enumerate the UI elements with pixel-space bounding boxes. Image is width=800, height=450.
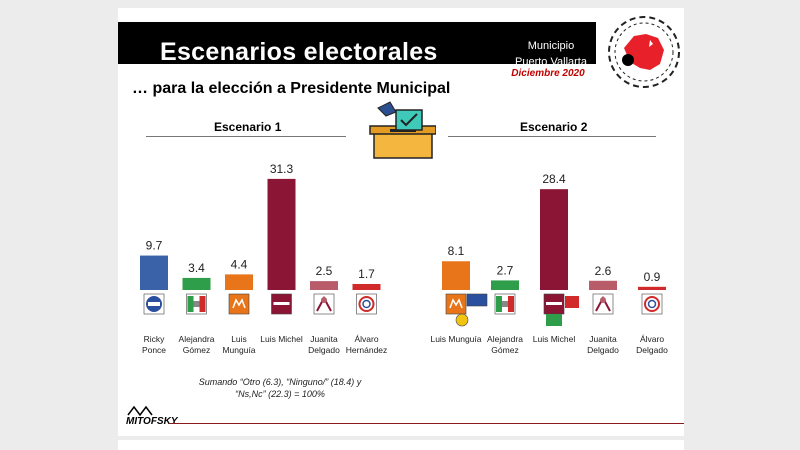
title-bar: Escenarios electorales Municipio Puerto … (118, 22, 596, 68)
bar-2-5 (638, 286, 666, 290)
value-label-2-4: 2.6 (595, 264, 612, 278)
value-label-1-2: 3.4 (188, 261, 205, 275)
footnote-line2: “Ns,Nc” (22.3) = 100% (235, 389, 325, 399)
value-label-2-5: 0.9 (644, 270, 661, 284)
footnote: Sumando “Otro (6.3), “Ninguno/” (18.4) y… (180, 376, 380, 400)
category-label-2-2-2: Gómez (491, 345, 518, 355)
bar-1-4 (267, 178, 296, 290)
municipio-label: Municipio Puerto Vallarta (506, 38, 596, 70)
category-label-2-5-2: Delgado (636, 345, 668, 355)
category-label-2-5-1: Álvaro (640, 334, 664, 344)
morena-logo-icon (271, 293, 292, 315)
pri-logo-icon (186, 293, 207, 315)
bar-2-1 (442, 261, 470, 290)
category-label-2-4-2: Delgado (587, 345, 619, 355)
bar-1-2 (182, 277, 211, 290)
value-label-1-6: 1.7 (358, 267, 375, 281)
bar-1-6 (352, 283, 381, 290)
municipio-line1: Municipio (527, 40, 575, 52)
bar-1-1 (140, 255, 168, 290)
ballot-box-icon (369, 101, 436, 159)
jalisco-map-logo-icon (608, 16, 680, 88)
category-label-1-4-1: Luis Michel (260, 334, 303, 344)
hagamos-logo-icon (356, 293, 377, 315)
bar-2-2 (491, 280, 519, 290)
bar-1-5 (310, 281, 338, 290)
value-label-2-2: 2.7 (497, 263, 514, 277)
value-label-2-1: 8.1 (448, 244, 465, 258)
footnote-line1: Sumando “Otro (6.3), “Ninguno/” (18.4) y (198, 377, 362, 387)
value-label-1-3: 4.4 (231, 257, 248, 271)
bottom-strip (118, 440, 684, 450)
mc-pan-prd-coalition-icon (445, 293, 488, 327)
category-label-1-2-1: Alejandra (179, 334, 215, 344)
value-label-1-5: 2.5 (316, 264, 333, 278)
category-label-2-2-1: Alejandra (487, 334, 523, 344)
brand-text: MITOFSKY (126, 416, 178, 427)
brand-label: MITOFSKY (126, 406, 177, 427)
bar-2-4 (589, 280, 617, 290)
date-label: Diciembre 2020 (511, 68, 585, 79)
category-label-1-6-2: Hernández (346, 345, 388, 355)
morena-pt-verde-coalition-icon (543, 293, 579, 326)
pan-logo-icon (143, 293, 165, 315)
category-label-1-3-1: Luis (231, 334, 247, 344)
category-label-1-1-1: Ricky (144, 334, 166, 344)
category-label-1-5-1: Juanita (310, 334, 338, 344)
mitofsky-mark-icon (127, 406, 153, 416)
value-label-2-3: 28.4 (542, 172, 566, 186)
chart-area: 9.7RickyPonce3.4AlejandraGómez4.4LuisMun… (140, 162, 668, 355)
category-label-1-6-1: Álvaro (354, 334, 378, 344)
panel-line-2 (448, 136, 656, 137)
pri-logo-icon (494, 293, 516, 315)
municipio-line2: Puerto Vallarta (515, 56, 587, 68)
category-label-2-4-1: Juanita (589, 334, 617, 344)
category-label-1-3-2: Munguía (222, 345, 255, 355)
category-label-1-5-2: Delgado (308, 345, 340, 355)
category-label-1-1-2: Ponce (142, 345, 166, 355)
category-label-1-2-2: Gómez (183, 345, 210, 355)
bar-1-3 (225, 274, 253, 290)
brand-line (170, 423, 684, 424)
bar-2-3 (540, 189, 568, 290)
prd-logo-icon (592, 293, 614, 315)
value-label-1-1: 9.7 (146, 239, 163, 253)
mc-logo-icon (228, 293, 250, 315)
category-label-2-1-1: Luis Munguía (430, 334, 481, 344)
prd-logo-icon (313, 293, 335, 315)
value-label-1-4: 31.3 (270, 162, 294, 176)
panel-title-2: Escenario 2 (520, 120, 588, 134)
slide: Escenarios electorales Municipio Puerto … (118, 8, 684, 436)
hagamos-logo-icon (641, 293, 663, 315)
page-title: Escenarios electorales (160, 38, 438, 66)
category-label-2-3-1: Luis Michel (533, 334, 576, 344)
panel-line-1 (146, 136, 346, 137)
panel-title-1: Escenario 1 (214, 120, 282, 134)
subtitle: … para la elección a Presidente Municipa… (132, 80, 451, 97)
